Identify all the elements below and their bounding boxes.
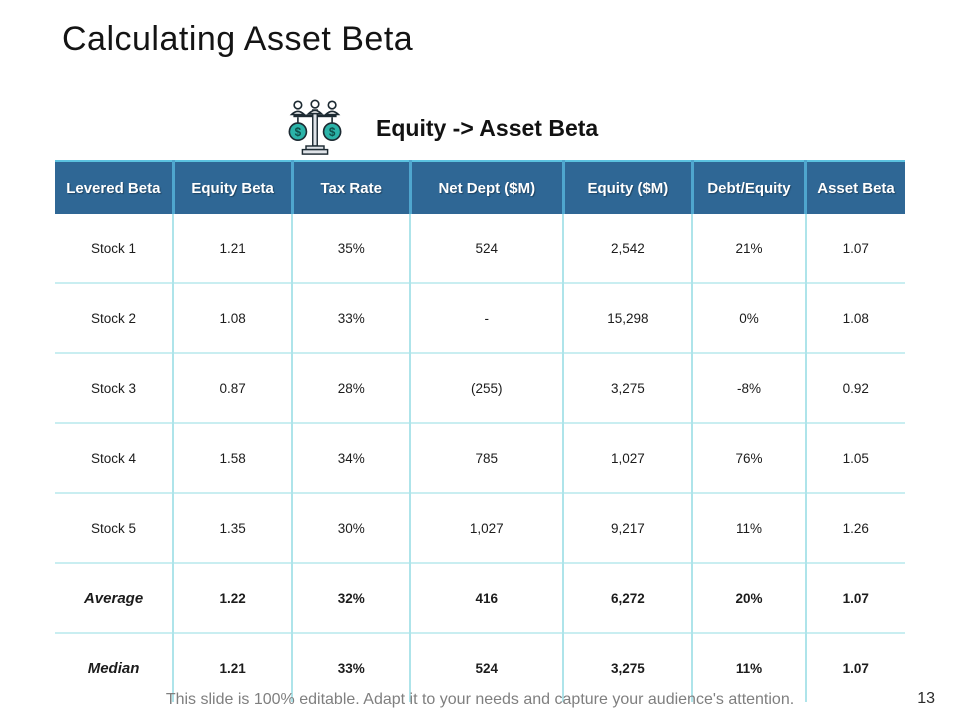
column-header: Levered Beta — [55, 161, 174, 214]
row-label: Median — [55, 632, 174, 702]
table-row: Average 1.22 32% 416 6,272 20% 1.07 — [55, 562, 905, 633]
table-cell: 15,298 — [562, 282, 693, 353]
table-cell: 1.21 — [172, 632, 293, 702]
table-cell: 11% — [691, 632, 806, 702]
table-cell: 33% — [291, 282, 411, 353]
table-cell: 1.07 — [804, 214, 905, 283]
table-cell: 9,217 — [562, 492, 693, 563]
table-cell: 35% — [291, 214, 411, 283]
table-cell: 1.05 — [804, 422, 905, 493]
table-cell: 21% — [691, 214, 806, 283]
subtitle-block: $ $ Equity -> Asset Beta — [288, 99, 598, 157]
column-header: Equity Beta — [171, 161, 293, 214]
table-cell: 30% — [291, 492, 411, 563]
table-cell: 524 — [409, 214, 564, 283]
table-cell: 785 — [409, 422, 564, 493]
table-cell: 3,275 — [562, 632, 693, 702]
column-header: Debt/Equity — [690, 161, 806, 214]
table-cell: 76% — [691, 422, 806, 493]
column-header: Equity ($M) — [561, 161, 693, 214]
svg-text:$: $ — [295, 126, 302, 139]
table-cell: 34% — [291, 422, 411, 493]
page-title: Calculating Asset Beta — [62, 20, 414, 58]
table-cell: 1.21 — [172, 214, 293, 283]
subtitle: Equity -> Asset Beta — [376, 114, 599, 141]
table-cell: 1,027 — [409, 492, 564, 563]
table-cell: (255) — [409, 352, 564, 423]
table-row: Stock 4 1.58 34% 785 1,027 76% 1.05 — [55, 422, 905, 493]
table-cell: -8% — [691, 352, 806, 423]
row-label: Stock 2 — [55, 282, 174, 353]
table-cell: 416 — [409, 562, 564, 633]
table-cell: 1.35 — [172, 492, 293, 563]
table-cell: 1.08 — [804, 282, 905, 353]
table-cell: 1.58 — [172, 422, 293, 493]
table-cell: 33% — [291, 632, 411, 702]
row-label: Stock 1 — [55, 214, 174, 283]
table-cell: 0.92 — [804, 352, 905, 423]
row-label: Stock 3 — [55, 352, 174, 423]
column-header: Net Dept ($M) — [408, 161, 564, 214]
table-cell: 2,542 — [562, 214, 693, 283]
table-row: Stock 5 1.35 30% 1,027 9,217 11% 1.26 — [55, 492, 905, 563]
table-row: Stock 1 1.21 35% 524 2,542 21% 1.07 — [55, 214, 905, 283]
table-cell: 3,275 — [562, 352, 693, 423]
table-cell: 20% — [691, 562, 806, 633]
table-row: Median 1.21 33% 524 3,275 11% 1.07 — [55, 632, 905, 702]
table-cell: 28% — [291, 352, 411, 423]
table-cell: 524 — [409, 632, 564, 702]
row-label: Stock 4 — [55, 422, 174, 493]
page-number: 13 — [917, 690, 935, 707]
table-cell: 1.22 — [172, 562, 293, 633]
table-row: Stock 3 0.87 28% (255) 3,275 -8% 0.92 — [55, 352, 905, 423]
row-label: Stock 5 — [55, 492, 174, 563]
table-row: Stock 2 1.08 33% -15,298 0% 1.08 — [55, 282, 905, 353]
data-table: Levered Beta Equity Beta Tax Rate Net Dept … — [55, 160, 905, 702]
table-body: Stock 1 1.21 35% 524 2,542 21% 1.07 Stock 2 1.08… — [55, 214, 905, 702]
asset-beta-table: Levered Beta Equity Beta Tax Rate Net Dept … — [55, 160, 905, 702]
column-header: Asset Beta — [804, 161, 905, 214]
table-cell: 32% — [291, 562, 411, 633]
table-cell: 11% — [691, 492, 806, 563]
table-cell: 6,272 — [562, 562, 693, 633]
row-label: Average — [55, 562, 174, 633]
svg-text:$: $ — [329, 126, 336, 139]
balance-scale-icon: $ $ — [288, 99, 342, 157]
footer-note: This slide is 100% editable. Adapt it to… — [165, 691, 795, 708]
table-cell: 1.07 — [804, 562, 905, 633]
table-header-row: Levered Beta Equity Beta Tax Rate Net Dept … — [55, 161, 905, 214]
column-header: Tax Rate — [290, 161, 411, 214]
table-cell: 1.26 — [804, 492, 905, 563]
table-cell: - — [409, 282, 564, 353]
table-cell: 1.07 — [804, 632, 905, 702]
table-cell: 0.87 — [172, 352, 293, 423]
table-cell: 1,027 — [562, 422, 693, 493]
table-cell: 0% — [691, 282, 806, 353]
table-cell: 1.08 — [172, 282, 293, 353]
